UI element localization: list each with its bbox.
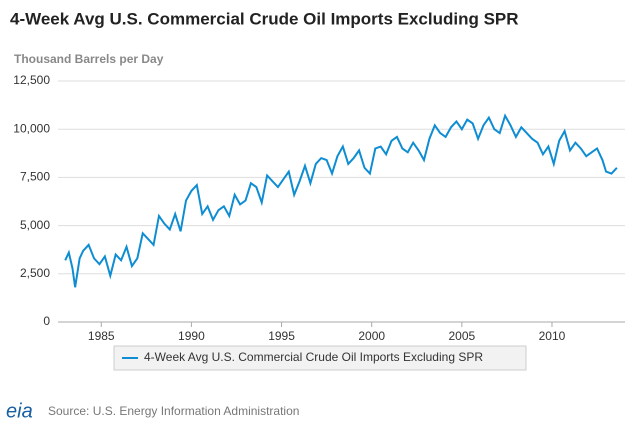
y-tick-label: 12,500 — [13, 73, 50, 87]
x-tick-label: 1990 — [178, 329, 205, 343]
chart-title: 4-Week Avg U.S. Commercial Crude Oil Imp… — [10, 9, 519, 28]
logo: eia — [6, 400, 33, 422]
legend-label: 4-Week Avg U.S. Commercial Crude Oil Imp… — [144, 350, 483, 364]
y-tick-label: 10,000 — [13, 121, 50, 135]
y-tick-label: 2,500 — [20, 266, 50, 280]
x-tick-label: 2000 — [358, 329, 385, 343]
x-tick-label: 2010 — [539, 329, 566, 343]
x-tick-label: 1995 — [268, 329, 295, 343]
x-tick-label: 1985 — [88, 329, 115, 343]
legend-box — [113, 345, 527, 371]
y-tick-label: 5,000 — [20, 218, 50, 232]
x-tick-label: 2005 — [448, 329, 475, 343]
source: Source: U.S. Energy Information Administ… — [48, 404, 299, 418]
data-line — [64, 113, 618, 288]
y-tick-label: 0 — [43, 314, 50, 328]
y-axis-label: Thousand Barrels per Day — [14, 52, 164, 66]
y-tick-label: 7,500 — [20, 170, 50, 184]
